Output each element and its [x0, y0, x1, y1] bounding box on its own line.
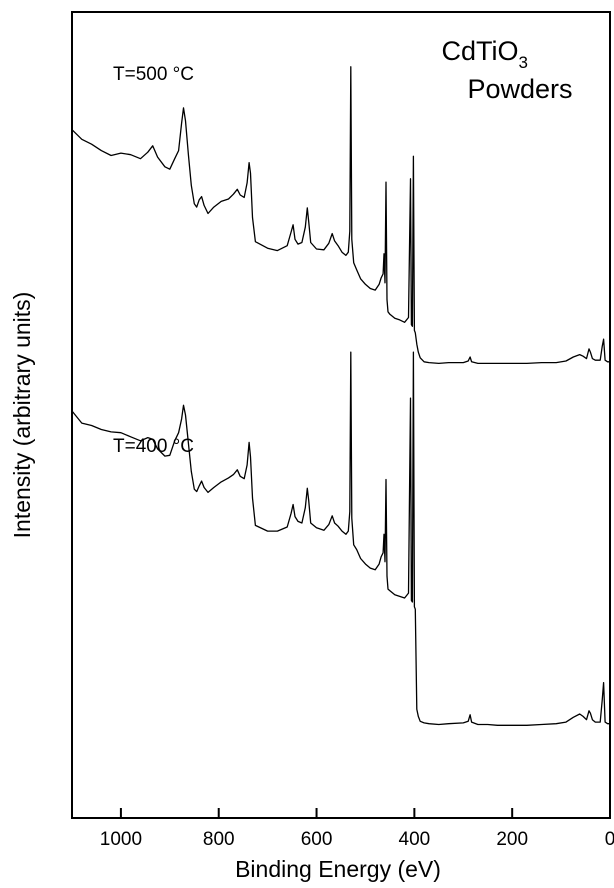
x-tick-label-200: 200 — [496, 829, 528, 850]
series-layer — [71, 66, 610, 726]
x-tick-label-800: 800 — [203, 829, 235, 850]
chart-subtitle: Powders — [467, 74, 572, 104]
series-line-1 — [71, 351, 610, 726]
x-axis-title: Binding Energy (eV) — [235, 856, 441, 882]
x-tick-label-0: 0 — [605, 829, 614, 850]
x-ticks: 1000 800 600 400 200 0 — [100, 808, 614, 850]
x-tick-label-400: 400 — [399, 829, 431, 850]
series-line-0 — [71, 66, 610, 365]
x-tick-label-1000: 1000 — [100, 829, 142, 850]
series-label-400: T=400 °C — [113, 436, 194, 457]
chart-title: CdTiO3 — [442, 36, 528, 72]
x-tick-label-600: 600 — [301, 829, 333, 850]
plot-frame — [71, 11, 611, 819]
y-axis-title: Intensity (arbitrary units) — [9, 292, 35, 539]
series-label-500: T=500 °C — [113, 64, 194, 85]
